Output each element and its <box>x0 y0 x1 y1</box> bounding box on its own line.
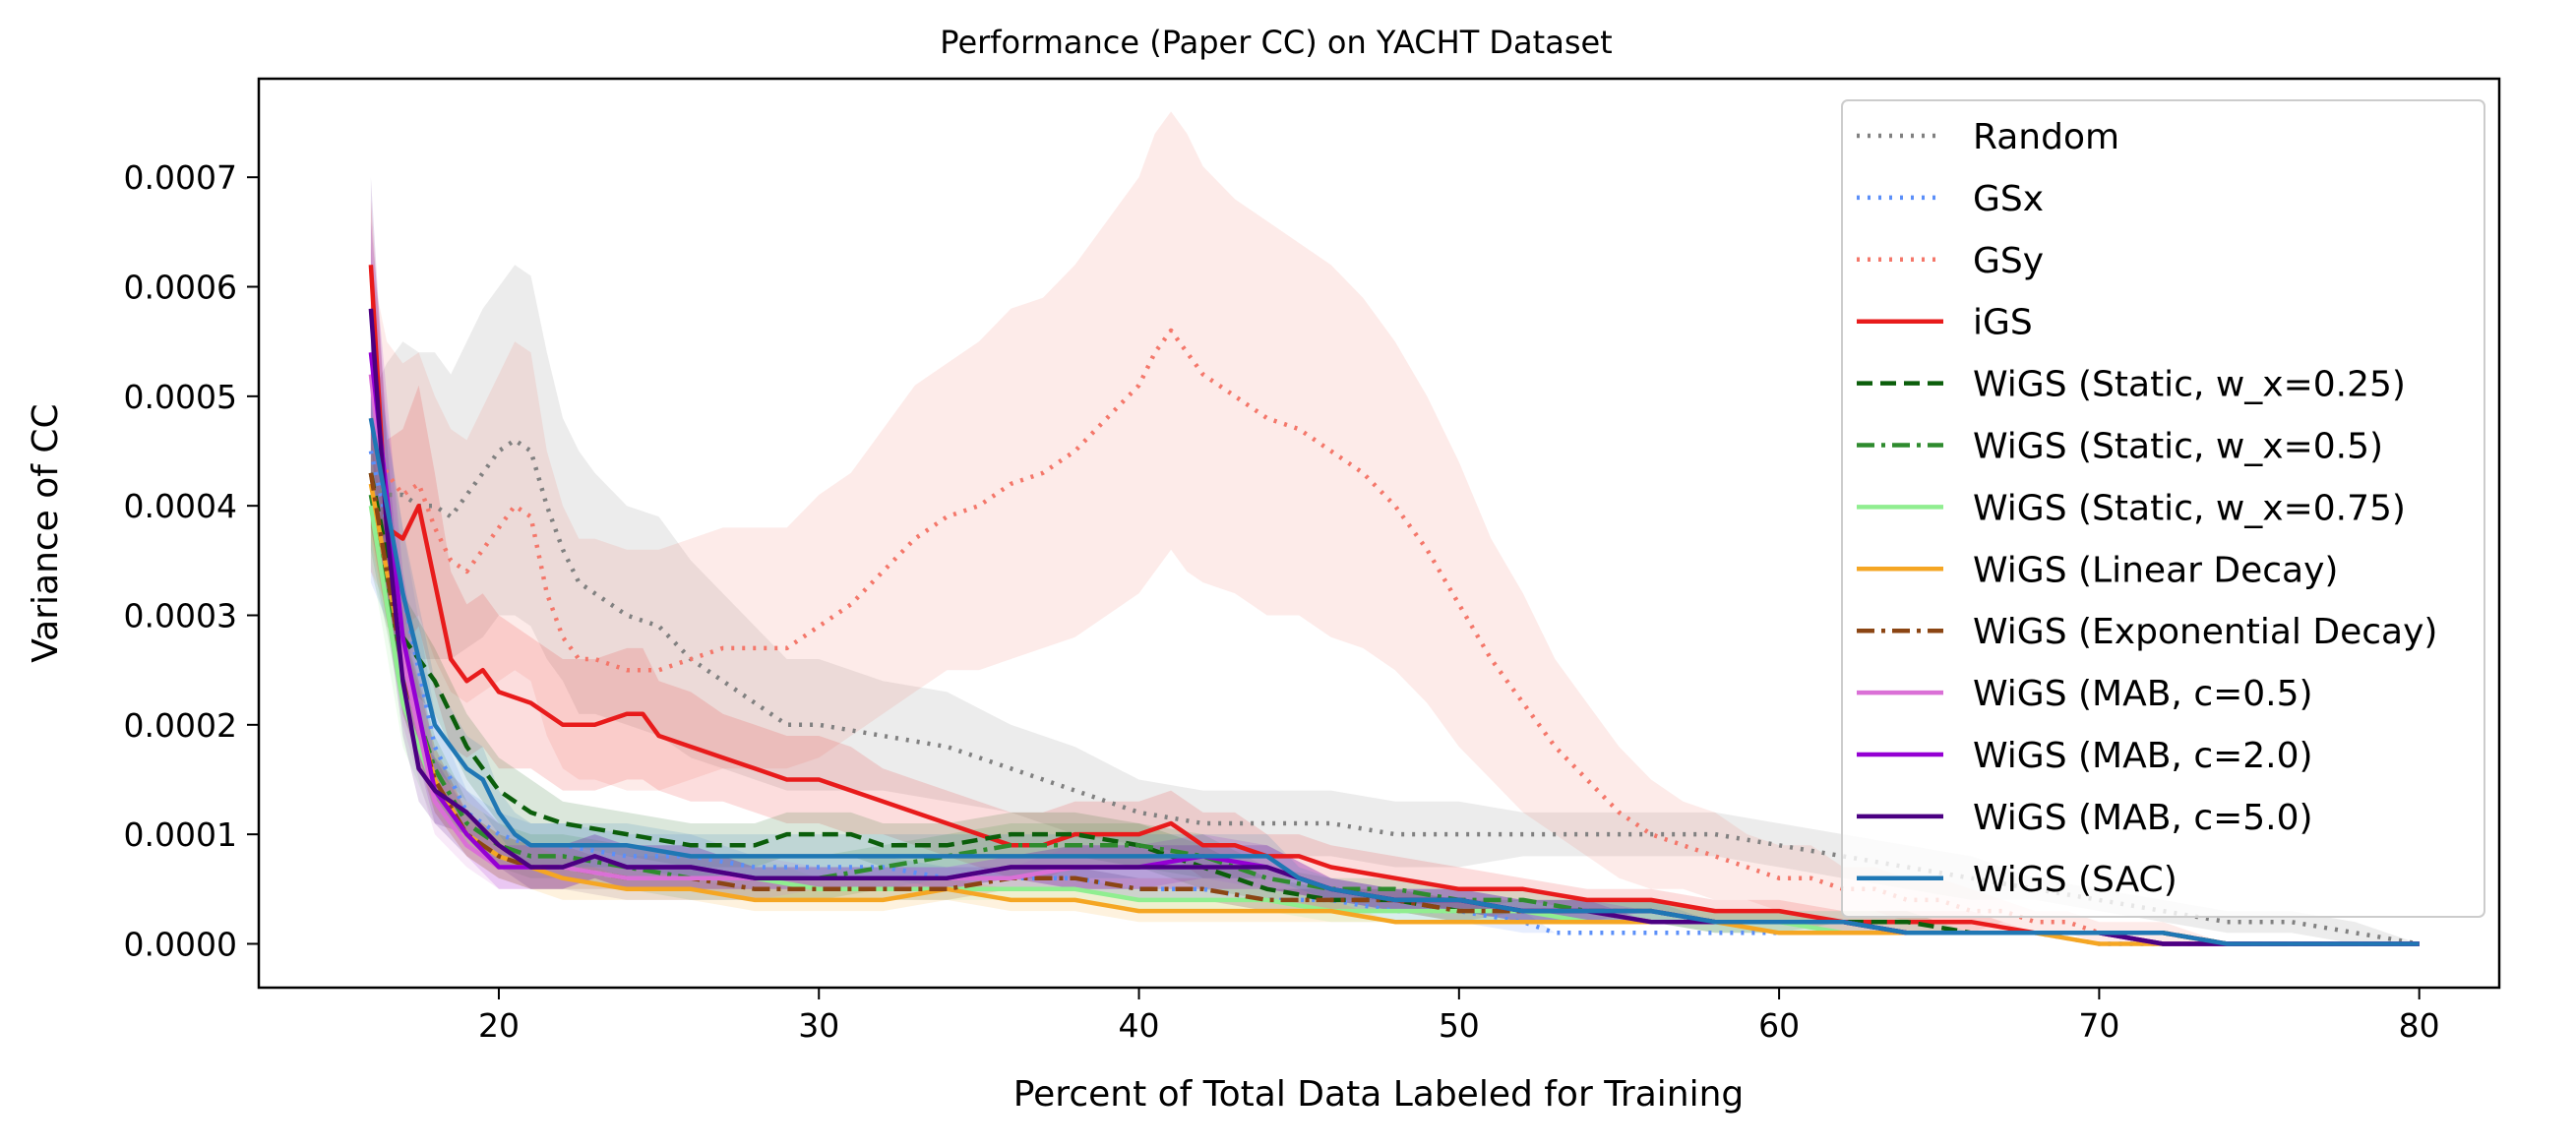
legend-label-wigs-linear-decay: WiGS (Linear Decay) <box>1973 550 2338 590</box>
line-wigs-sac <box>368 417 2420 946</box>
y-tick-label: 0.0006 <box>124 269 237 307</box>
legend-label-gsx: GSx <box>1973 179 2044 219</box>
line-wigs-static-w-x-0-5 <box>368 494 2420 946</box>
band-random <box>370 265 2420 944</box>
legend-label-wigs-mab-c-5-0: WiGS (MAB, c=5.0) <box>1973 798 2313 838</box>
legend-label-igs: iGS <box>1973 303 2033 343</box>
band-gsy <box>370 111 2420 944</box>
legend-label-wigs-static-w-x-0-25: WiGS (Static, w_x=0.25) <box>1973 365 2406 405</box>
y-tick-label: 0.0003 <box>124 596 237 634</box>
x-tick-label: 60 <box>1758 1006 1800 1045</box>
y-tick-label: 0.0007 <box>124 158 237 197</box>
chart-title: Performance (Paper CC) on YACHT Dataset <box>940 24 1612 61</box>
series-lines <box>368 265 2421 946</box>
legend-label-wigs-mab-c-0-5: WiGS (MAB, c=0.5) <box>1973 674 2313 714</box>
y-tick-label: 0.0005 <box>124 378 237 416</box>
y-tick-label: 0.0001 <box>124 815 237 854</box>
line-random <box>369 438 2421 946</box>
y-tick-label: 0.0002 <box>124 706 237 745</box>
legend-label-wigs-static-w-x-0-75: WiGS (Static, w_x=0.75) <box>1973 488 2406 528</box>
band-wigs-linear-decay <box>370 429 2420 944</box>
legend-label-wigs-mab-c-2-0: WiGS (MAB, c=2.0) <box>1973 736 2313 776</box>
x-tick-label: 20 <box>478 1006 520 1045</box>
legend: Random GSx GSy iGS WiGS (Static, w_x=0.25) Wi… <box>1841 99 2485 918</box>
plot-frame <box>257 77 2501 990</box>
x-tick-label: 40 <box>1119 1006 1160 1045</box>
y-tick-label: 0.0004 <box>124 487 237 525</box>
line-gsy <box>368 328 2420 946</box>
y-tick-label: 0.0000 <box>124 925 237 963</box>
legend-box <box>1841 99 2485 918</box>
x-axis: 20 30 40 50 60 70 80 <box>478 988 2440 1045</box>
legend-label-wigs-exponential-decay: WiGS (Exponential Decay) <box>1973 612 2437 652</box>
x-tick-label: 70 <box>2078 1006 2119 1045</box>
x-axis-label: Percent of Total Data Labeled for Traini… <box>1013 1074 1745 1115</box>
y-axis-label: Variance of CC <box>26 403 66 662</box>
x-tick-label: 80 <box>2399 1006 2440 1045</box>
legend-label-gsy: GSy <box>1973 241 2044 281</box>
x-tick-label: 30 <box>798 1006 839 1045</box>
band-wigs-mab-c-0-5 <box>370 243 2420 944</box>
x-tick-label: 50 <box>1439 1006 1480 1045</box>
legend-label-random: Random <box>1973 117 2119 157</box>
y-axis: 0.0000 0.0001 0.0002 0.0003 0.0004 0.0005 0.00… <box>124 158 259 963</box>
legend-label-wigs-static-w-x-0-5: WiGS (Static, w_x=0.5) <box>1973 427 2383 467</box>
legend-label-wigs-sac: WiGS (SAC) <box>1973 860 2177 900</box>
